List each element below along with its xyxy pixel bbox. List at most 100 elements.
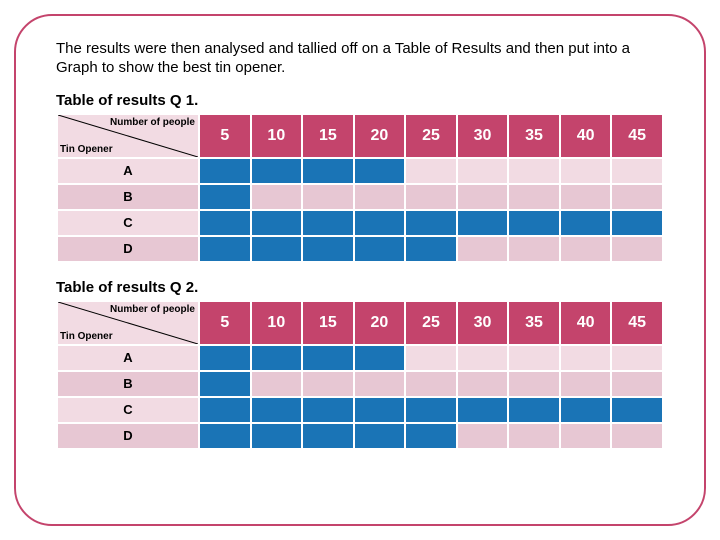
cell-empty [509, 346, 559, 370]
cell-filled [303, 346, 353, 370]
header-people-label: Number of people [110, 304, 195, 315]
cell-empty [458, 372, 508, 396]
table-caption: Table of results Q 1. [56, 92, 664, 109]
column-header: 35 [509, 302, 559, 344]
cell-empty [458, 237, 508, 261]
slide-frame: The results were then analysed and talli… [14, 14, 706, 526]
column-header: 30 [458, 115, 508, 157]
results-table: Number of peopleTin Opener51015202530354… [56, 113, 664, 263]
cell-filled [252, 159, 302, 183]
cell-filled [406, 211, 456, 235]
cell-filled [612, 398, 662, 422]
cell-filled [303, 237, 353, 261]
row-label: B [58, 185, 198, 209]
cell-empty [406, 372, 456, 396]
cell-empty [303, 372, 353, 396]
tables-container: Table of results Q 1. Number of people Tin… [56, 92, 664, 450]
cell-filled [355, 237, 405, 261]
intro-text: The results were then analysed and talli… [56, 40, 664, 78]
cell-filled [509, 211, 559, 235]
cell-filled [355, 159, 405, 183]
row-label: D [58, 424, 198, 448]
column-header: 15 [303, 115, 353, 157]
cell-filled [200, 424, 250, 448]
header-opener-label: Tin Opener [60, 144, 113, 155]
cell-empty [355, 185, 405, 209]
table-row: B [58, 372, 662, 396]
column-header: 10 [252, 115, 302, 157]
cell-empty [406, 159, 456, 183]
cell-filled [200, 372, 250, 396]
column-header: 15 [303, 302, 353, 344]
column-header: 25 [406, 302, 456, 344]
cell-empty [612, 346, 662, 370]
cell-empty [612, 185, 662, 209]
cell-filled [303, 398, 353, 422]
cell-empty [509, 159, 559, 183]
table-row: A [58, 346, 662, 370]
cell-filled [303, 424, 353, 448]
cell-filled [355, 346, 405, 370]
column-header: 5 [200, 302, 250, 344]
column-header: 20 [355, 115, 405, 157]
cell-filled [509, 398, 559, 422]
cell-empty [561, 346, 611, 370]
table-row: D [58, 237, 662, 261]
cell-empty [355, 372, 405, 396]
cell-filled [200, 211, 250, 235]
row-label: A [58, 346, 198, 370]
cell-filled [303, 159, 353, 183]
row-label: B [58, 372, 198, 396]
row-label: C [58, 211, 198, 235]
cell-empty [561, 237, 611, 261]
cell-empty [406, 346, 456, 370]
cell-empty [458, 424, 508, 448]
table-row: C [58, 398, 662, 422]
cell-empty [252, 372, 302, 396]
cell-filled [406, 237, 456, 261]
cell-filled [252, 424, 302, 448]
cell-filled [355, 424, 405, 448]
cell-empty [612, 372, 662, 396]
table-row: C [58, 211, 662, 235]
cell-empty [509, 237, 559, 261]
cell-empty [612, 237, 662, 261]
cell-empty [561, 185, 611, 209]
results-table: Number of peopleTin Opener51015202530354… [56, 300, 664, 450]
row-label: D [58, 237, 198, 261]
spacer [56, 263, 664, 275]
column-header: 5 [200, 115, 250, 157]
cell-filled [561, 211, 611, 235]
cell-empty [406, 185, 456, 209]
header-people-label: Number of people [110, 117, 195, 128]
cell-empty [612, 424, 662, 448]
cell-empty [458, 159, 508, 183]
column-header: 10 [252, 302, 302, 344]
row-label: A [58, 159, 198, 183]
column-header: 20 [355, 302, 405, 344]
cell-filled [200, 398, 250, 422]
column-header: 25 [406, 115, 456, 157]
cell-empty [561, 372, 611, 396]
cell-empty [458, 346, 508, 370]
cell-filled [355, 211, 405, 235]
cell-empty [561, 159, 611, 183]
cell-filled [252, 237, 302, 261]
table-caption: Table of results Q 2. [56, 279, 664, 296]
column-header: 40 [561, 115, 611, 157]
cell-empty [509, 372, 559, 396]
cell-empty [509, 424, 559, 448]
cell-filled [355, 398, 405, 422]
column-header: 45 [612, 115, 662, 157]
table-row: A [58, 159, 662, 183]
column-header: 45 [612, 302, 662, 344]
cell-filled [406, 424, 456, 448]
cell-filled [252, 211, 302, 235]
cell-filled [200, 185, 250, 209]
cell-empty [509, 185, 559, 209]
cell-empty [612, 159, 662, 183]
cell-filled [200, 346, 250, 370]
column-header: 30 [458, 302, 508, 344]
cell-filled [200, 237, 250, 261]
cell-filled [561, 398, 611, 422]
